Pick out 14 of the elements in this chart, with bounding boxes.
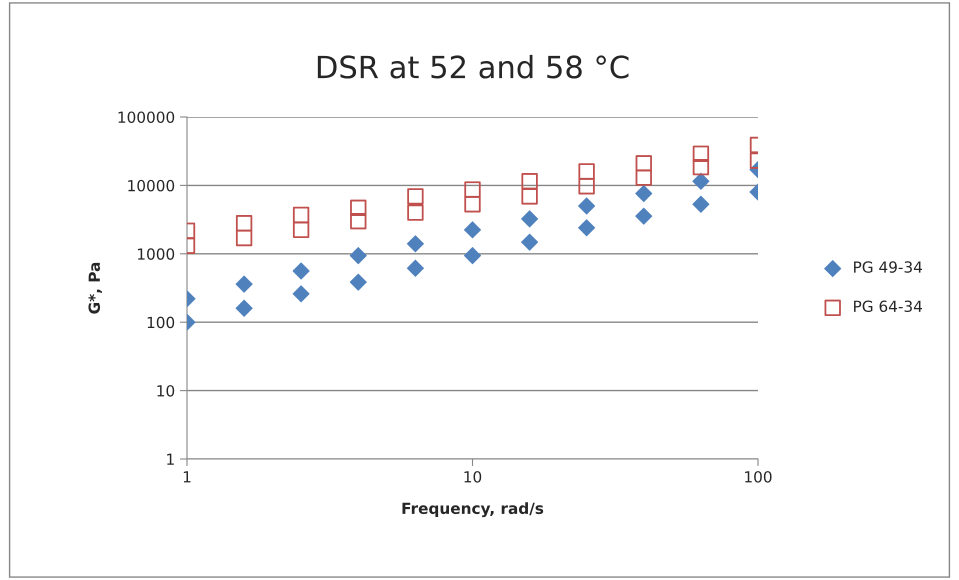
- y-tick-label: 10000: [128, 180, 174, 192]
- x-tick-label: 1: [184, 471, 190, 482]
- y-tick-label: 1000: [138, 248, 174, 260]
- y-tick-label: 100000: [118, 111, 174, 124]
- chart-title: DSR at 52 and 58 °C: [318, 54, 628, 79]
- y-tick-label: 100: [148, 316, 174, 328]
- x-tick-label: 10: [464, 471, 482, 483]
- x-tick-label: 100: [745, 471, 772, 483]
- y-axis-title: G*, Pa: [88, 262, 102, 314]
- x-axis-title: Frequency, rad/s: [402, 502, 544, 518]
- y-tick-label: 10: [157, 385, 174, 397]
- y-tick-label: 1: [167, 454, 174, 465]
- legend-label: PG 49-34: [854, 261, 922, 273]
- legend-label: PG 64-34: [854, 300, 922, 312]
